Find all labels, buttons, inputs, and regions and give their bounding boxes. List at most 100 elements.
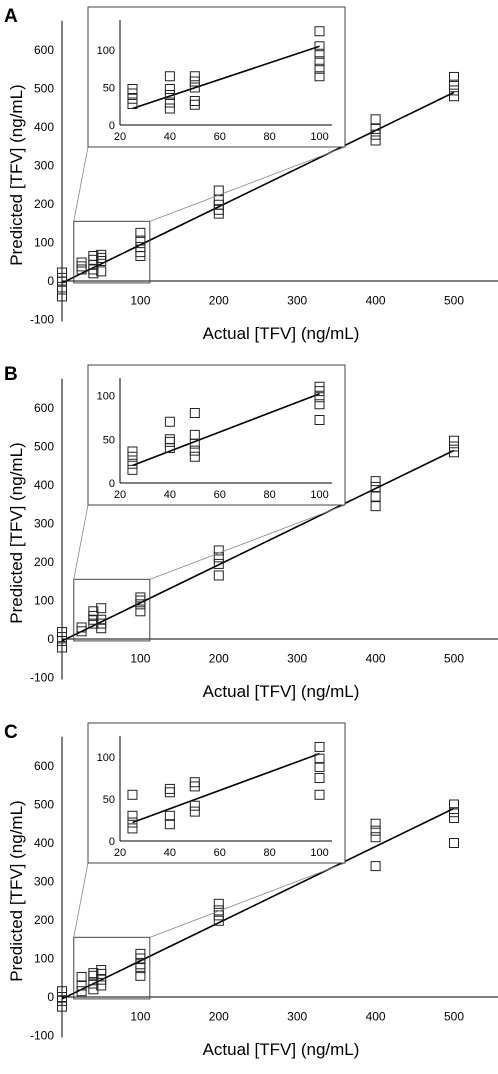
x-tick-label: 500	[444, 294, 464, 308]
data-point	[213, 905, 224, 916]
data-point	[213, 558, 224, 569]
y-tick-label: 600	[34, 43, 54, 57]
y-tick-label: 600	[34, 401, 54, 415]
data-point	[88, 606, 99, 617]
data-point	[213, 915, 224, 926]
inset-data-point	[314, 48, 325, 59]
inset-data-point	[189, 800, 200, 811]
fit-line	[61, 807, 455, 1000]
panel-c: C -100 0 100 200 300 400 500 600 100 200 300 400 500 A…	[0, 716, 498, 1074]
data-point	[135, 959, 146, 970]
inset-data-point	[189, 429, 200, 440]
inset-fit-line	[132, 752, 320, 824]
inset-data-point	[164, 416, 175, 427]
inset-data-point	[127, 789, 138, 800]
data-point	[135, 970, 146, 981]
inset-data-point	[189, 82, 200, 93]
inset-data-point	[127, 451, 138, 462]
x-tick-label: 300	[287, 652, 307, 666]
y-tick-label: 500	[34, 82, 54, 96]
data-point	[449, 838, 459, 848]
inset-y-tick-label: 0	[109, 836, 115, 848]
panel-label: C	[4, 722, 18, 743]
y-tick-label: 100	[34, 236, 54, 250]
y-axis-label: Predicted [TFV] (ng/mL)	[7, 442, 26, 623]
zoom-connector	[149, 146, 346, 222]
zoom-connector	[73, 862, 89, 938]
data-point	[57, 995, 67, 1006]
inset-x-tick-label: 20	[114, 131, 126, 143]
x-tick-label: 300	[287, 294, 307, 308]
inset-data-point	[189, 408, 200, 418]
y-tick-label: 0	[47, 990, 54, 1004]
y-tick-label: 500	[34, 440, 54, 454]
x-tick-label: 200	[209, 1010, 229, 1024]
data-point	[96, 266, 107, 277]
data-point	[449, 435, 459, 446]
y-tick-label: 200	[34, 197, 54, 211]
inset-data-point	[314, 63, 325, 74]
inset-data-point	[189, 96, 200, 106]
zoom-connector	[149, 504, 346, 580]
inset-data-point	[189, 451, 200, 462]
inset-data-point	[127, 446, 138, 457]
data-point	[370, 861, 381, 872]
inset-y-tick-label: 50	[103, 794, 115, 806]
data-point	[57, 291, 67, 302]
data-point	[88, 968, 99, 979]
data-point	[96, 980, 107, 991]
data-point	[213, 545, 224, 556]
data-point	[449, 799, 459, 810]
data-point	[135, 242, 146, 253]
data-point	[135, 606, 146, 617]
x-tick-label: 100	[130, 294, 150, 308]
y-tick-label: 500	[34, 798, 54, 812]
inset-data-point	[164, 103, 175, 114]
inset-data-point	[314, 41, 325, 52]
panel-b: B -100 0 100 200 300 400 500 600 100 200 300 400 500 A…	[0, 358, 498, 716]
x-tick-label: 400	[366, 1010, 386, 1024]
inset-data-point	[164, 97, 175, 108]
fit-line	[61, 91, 455, 284]
data-point	[370, 135, 381, 146]
zoom-connector	[73, 504, 89, 580]
inset-fit-line	[132, 45, 320, 110]
data-point	[57, 276, 67, 287]
data-point	[76, 971, 87, 982]
inset-x-tick-label: 40	[164, 131, 176, 143]
x-axis-label: Actual [TFV] (ng/mL)	[203, 682, 360, 701]
inset-data-point	[164, 434, 175, 445]
panel-a: A -100 0 100 200 300 400 500 600 100 200 300 400 500 A…	[0, 0, 498, 358]
inset-x-tick-label: 100	[310, 847, 328, 859]
inset-data-point	[314, 71, 325, 82]
data-point	[135, 235, 146, 246]
y-tick-label: 400	[34, 836, 54, 850]
inset-x-tick-label: 80	[264, 489, 276, 501]
inset-data-point	[127, 464, 138, 475]
data-point	[213, 570, 224, 581]
data-point	[370, 491, 381, 502]
x-tick-label: 500	[444, 652, 464, 666]
inset-x-tick-label: 20	[114, 489, 126, 501]
data-point	[449, 807, 459, 818]
data-point	[370, 481, 381, 492]
inset-fit-line	[132, 393, 320, 467]
data-point	[57, 1001, 67, 1012]
inset-data-point	[127, 99, 138, 109]
y-tick-label: 600	[34, 759, 54, 773]
data-point	[76, 261, 87, 272]
inset-x-tick-label: 100	[310, 489, 328, 501]
data-point	[135, 250, 146, 261]
inset-data-point	[314, 741, 325, 752]
inset-frame	[87, 6, 346, 148]
y-tick-label: 200	[34, 913, 54, 927]
inset-x-tick-label: 80	[264, 131, 276, 143]
inset-y-tick-label: 100	[97, 752, 115, 764]
inset-y-tick-label: 100	[97, 391, 115, 403]
data-point	[449, 85, 459, 96]
data-point	[370, 476, 381, 487]
data-point	[370, 501, 381, 512]
data-point	[370, 832, 381, 843]
data-point	[135, 592, 146, 603]
inset-data-point	[164, 783, 175, 794]
